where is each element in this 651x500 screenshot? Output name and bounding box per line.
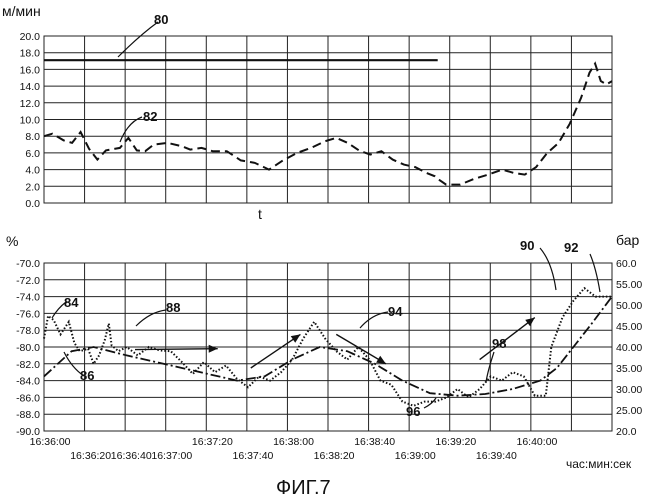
bottom-y-tick-label: -76.0 [16,308,40,320]
bottom-x-tick-label: 16:37:40 [233,450,274,462]
bottom-x-tick-label: 16:38:20 [314,450,355,462]
bottom-y2-tick-label: 25.00 [616,405,642,417]
ref-label-94: 94 [388,304,403,319]
top-y-ticks: 20.0 18.0 16.0 14.0 12.0 10.0 8.0 6.0 4.0 2.0 0.0 [20,31,41,210]
top-y-tick-label: 12.0 [20,98,41,110]
top-y-tick-label: 18.0 [20,48,41,60]
ref-label-98: 98 [492,336,506,351]
bottom-x-tick-label: 16:36:40 [111,450,152,462]
ref-label-92: 92 [564,240,578,255]
bottom-x-tick-label: 16:38:40 [354,436,395,448]
bottom-x-tick-label: 16:39:00 [395,450,436,462]
bottom-x-tick-label: 16:37:00 [151,450,192,462]
bottom-y-axis-label: % [6,233,18,249]
bottom-x-axis-label: час:мин:сек [566,457,632,471]
trend-arrow-head [291,334,301,342]
bottom-x-ticks: 16:36:00 16:36:2016:36:4016:37:0016:37:20… [30,436,558,462]
bottom-y-tick-label: -78.0 [16,325,40,337]
trend-arrow-head [525,318,535,327]
top-y-tick-label: 20.0 [20,31,41,43]
ref-label-80: 80 [154,12,168,27]
ref-label-84: 84 [64,295,79,310]
top-y-tick-label: 4.0 [25,165,40,177]
top-y-axis-label: м/мин [2,3,41,19]
bottom-y2-tick-label: 55.00 [616,279,642,291]
bottom-y2-axis-label: бар [616,232,639,248]
ref-86: 86 [64,352,94,383]
top-y-tick-label: 2.0 [25,181,40,193]
bottom-x-tick-label: 16:36:00 [30,436,71,448]
figure-caption: ФИГ.7 [276,477,331,499]
bottom-y-tick-label: -74.0 [16,292,40,304]
top-y-tick-label: 14.0 [20,81,41,93]
bottom-y2-tick-label: 35.00 [616,363,642,375]
bottom-x-tick-label: 16:38:00 [273,436,314,448]
bottom-grid [44,263,612,431]
top-y-tick-label: 8.0 [25,131,40,143]
bottom-x-tick-label: 16:37:20 [192,436,233,448]
bottom-y2-tick-label: 45.00 [616,321,642,333]
ref-label-86: 86 [80,368,94,383]
ref-92: 92 [564,240,600,292]
bottom-y-tick-label: -86.0 [16,392,40,404]
bottom-y2-tick-label: 40.00 [616,342,642,354]
top-x-axis-label: t [258,206,262,222]
bottom-arrows [135,318,535,368]
bottom-y2-ticks: 60.0 55.00 50.00 45.00 40.00 35.00 30.00 25.00 2… [616,258,642,438]
bottom-y2-tick-label: 60.0 [616,258,637,270]
bottom-y-tick-label: -80.0 [16,342,40,354]
trend-arrow-shaft [135,349,218,350]
bottom-x-tick-label: 16:39:20 [435,436,476,448]
bottom-y-tick-label: -82.0 [16,359,40,371]
bottom-y2-tick-label: 50.00 [616,300,642,312]
bottom-y-tick-label: -70.0 [16,258,40,270]
bottom-x-tick-label: 16:40:00 [517,436,558,448]
ref-94: 94 [360,304,403,328]
top-chart: м/мин 20.018.016.014.012.010.08.06.04.02… [2,3,612,222]
bottom-y2-tick-label: 30.00 [616,384,642,396]
top-y-tick-label: 10.0 [20,115,41,127]
bottom-y-ticks: -70.0 -72.0 -74.0 -76.0 -78.0 -80.0 -82.0 -84.0… [16,258,40,438]
ref-label-82: 82 [143,109,157,124]
bottom-y-tick-label: -72.0 [16,275,40,287]
ref-label-88: 88 [166,300,180,315]
ref-84: 84 [52,295,79,318]
bottom-x-tick-label: 16:36:20 [70,450,111,462]
bottom-y2-tick-label: 20.0 [616,426,637,438]
ref-90: 90 [520,238,556,290]
bottom-x-tick-label: 16:39:40 [476,450,517,462]
trend-arrow-head [209,345,218,353]
bottom-y-tick-label: -84.0 [16,376,40,388]
ref-label-96: 96 [406,404,420,419]
ref-80: 80 [118,12,168,57]
top-y-tick-label: 16.0 [20,64,41,76]
ref-label-90: 90 [520,238,534,253]
trend-arrow-head [376,356,386,364]
trend-arrow-shaft [480,318,535,360]
bottom-y-tick-label: -88.0 [16,409,40,421]
ref-98: 98 [486,336,506,382]
top-y-tick-label: 0.0 [25,198,40,210]
bottom-chart: % бар -70.0 -72.0 -74.0 -76.0 -78.0 -80.0 -82.… [6,232,642,471]
top-y-tick-label: 6.0 [25,148,40,160]
